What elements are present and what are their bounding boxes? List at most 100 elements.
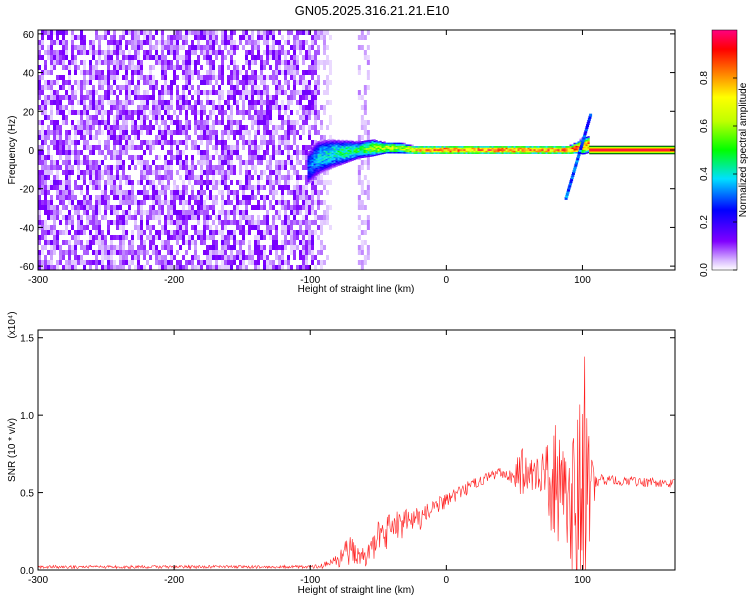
spectrogram-noise-cell xyxy=(164,110,167,115)
spectrogram-signal-cell xyxy=(339,148,342,150)
spectrogram-noise-cell xyxy=(188,70,191,75)
spectrogram-noise-cell xyxy=(158,210,161,215)
spectrogram-noise-cell xyxy=(155,195,158,200)
spectrogram-noise-cell xyxy=(101,115,104,120)
spectrogram-noise-cell xyxy=(248,115,251,120)
spectrogram-signal-cell xyxy=(333,147,336,149)
spectrogram-signal-cell xyxy=(465,149,468,151)
spectrogram-signal-cell xyxy=(315,156,318,159)
spectrogram-signal-cell xyxy=(567,147,570,150)
spectrogram-signal-cell xyxy=(329,139,332,142)
colorbar-tick-label: 0.8 xyxy=(699,71,710,85)
spectrogram-noise-cell xyxy=(98,175,101,180)
spectrogram-noise-cell xyxy=(101,255,104,260)
spectrogram-noise-cell xyxy=(92,65,95,70)
spectrogram-noise-cell xyxy=(131,40,134,45)
spectrogram-noise-cell xyxy=(357,90,361,95)
spectrogram-noise-cell xyxy=(95,35,98,40)
spectrogram-noise-cell xyxy=(311,55,314,60)
spectrogram-noise-cell xyxy=(50,215,53,220)
spectrogram-noise-cell xyxy=(137,40,140,45)
spectrogram-signal-cell xyxy=(345,144,348,147)
spectrogram-noise-cell xyxy=(242,135,245,140)
spectrogram-noise-cell xyxy=(254,100,257,105)
spectrogram-noise-cell xyxy=(161,75,164,80)
spectrogram-chirp-cell xyxy=(576,155,580,159)
spectrogram-noise-cell xyxy=(194,125,197,130)
spectrogram-noise-cell xyxy=(179,200,182,205)
spectrogram-signal-cell xyxy=(347,146,350,149)
spectrogram-noise-cell xyxy=(140,60,143,65)
spectrogram-noise-cell xyxy=(200,195,203,200)
spectrogram-xlabel: Height of straight line (km) xyxy=(298,284,415,295)
spectrogram-noise-cell xyxy=(143,110,146,115)
spectrogram-noise-cell xyxy=(266,230,269,235)
spectrogram-noise-cell xyxy=(110,60,113,65)
spectrogram-signal-cell xyxy=(321,163,324,166)
spectrogram-noise-cell xyxy=(182,255,185,260)
spectrogram-signal-cell xyxy=(575,150,578,152)
spectrogram-noise-cell xyxy=(104,140,107,145)
spectrogram-noise-cell xyxy=(125,90,128,95)
spectrogram-signal-cell xyxy=(371,139,374,142)
spectrogram-noise-cell xyxy=(263,30,266,35)
spectrogram-noise-cell xyxy=(149,95,152,100)
spectrogram-signal-cell xyxy=(317,152,320,154)
spectrogram-noise-cell xyxy=(65,170,68,175)
spectrogram-noise-cell xyxy=(302,195,305,200)
spectrogram-noise-cell xyxy=(113,150,116,155)
spectrogram-noise-cell xyxy=(161,165,164,170)
spectrogram-noise-cell xyxy=(146,50,149,55)
spectrogram-noise-cell xyxy=(176,215,179,220)
spectrogram-noise-cell xyxy=(314,60,317,65)
spectrogram-noise-cell xyxy=(239,185,242,190)
spectrogram-noise-cell xyxy=(227,160,230,165)
spectrogram-noise-cell xyxy=(284,110,287,115)
spectrogram-noise-cell xyxy=(299,115,302,120)
spectrogram-noise-cell xyxy=(302,145,305,150)
spectrogram-noise-cell xyxy=(65,205,68,210)
spectrogram-noise-cell xyxy=(254,75,257,80)
spectrogram-signal-cell xyxy=(521,150,524,153)
spectrogram-noise-cell xyxy=(170,245,173,250)
spectrogram-noise-cell xyxy=(363,255,367,260)
spectrogram-signal-cell xyxy=(317,162,320,165)
spectrogram-noise-cell xyxy=(143,185,146,190)
spectrogram-noise-cell xyxy=(62,140,65,145)
spectrogram-noise-cell xyxy=(68,140,71,145)
spectrogram-noise-cell xyxy=(275,160,278,165)
spectrogram-noise-cell xyxy=(59,250,62,255)
spectrogram-signal-cell xyxy=(401,142,404,145)
spectrogram-signal-cell xyxy=(537,147,540,150)
spectrogram-noise-cell xyxy=(314,230,317,235)
spectrogram-signal-cell xyxy=(329,153,332,156)
spectrogram-noise-cell xyxy=(290,70,293,75)
spectrogram-noise-cell xyxy=(311,95,314,100)
spectrogram-noise-cell xyxy=(77,225,80,230)
spectrogram-signal-cell xyxy=(339,152,342,155)
spectrogram-signal-cell xyxy=(361,153,364,155)
spectrogram-signal-cell xyxy=(325,143,328,145)
spectrogram-noise-cell xyxy=(116,215,119,220)
spectrogram-noise-cell xyxy=(131,80,134,85)
spectrogram-noise-cell xyxy=(266,215,269,220)
spectrogram-signal-cell xyxy=(441,149,444,151)
spectrogram-signal-cell xyxy=(447,150,450,153)
spectrogram-noise-cell xyxy=(366,165,370,170)
spectrogram-signal-cell xyxy=(319,143,322,145)
spectrogram-noise-cell xyxy=(113,65,116,70)
spectrogram-noise-cell xyxy=(131,75,134,80)
spectrogram-noise-cell xyxy=(200,115,203,120)
spectrogram-noise-cell xyxy=(155,230,158,235)
spectrogram-chirp-cell xyxy=(583,132,587,136)
spectrogram-noise-cell xyxy=(110,165,113,170)
spectrogram-noise-cell xyxy=(254,130,257,135)
spectrogram-signal-cell xyxy=(383,143,386,145)
spectrogram-signal-cell xyxy=(437,150,440,153)
spectrogram-noise-cell xyxy=(68,190,71,195)
spectrogram-noise-cell xyxy=(44,225,47,230)
spectrogram-signal-cell xyxy=(335,157,338,160)
spectrogram-noise-cell xyxy=(149,70,152,75)
snr-xtick-label: -300 xyxy=(28,575,48,586)
spectrogram-noise-cell xyxy=(47,35,50,40)
